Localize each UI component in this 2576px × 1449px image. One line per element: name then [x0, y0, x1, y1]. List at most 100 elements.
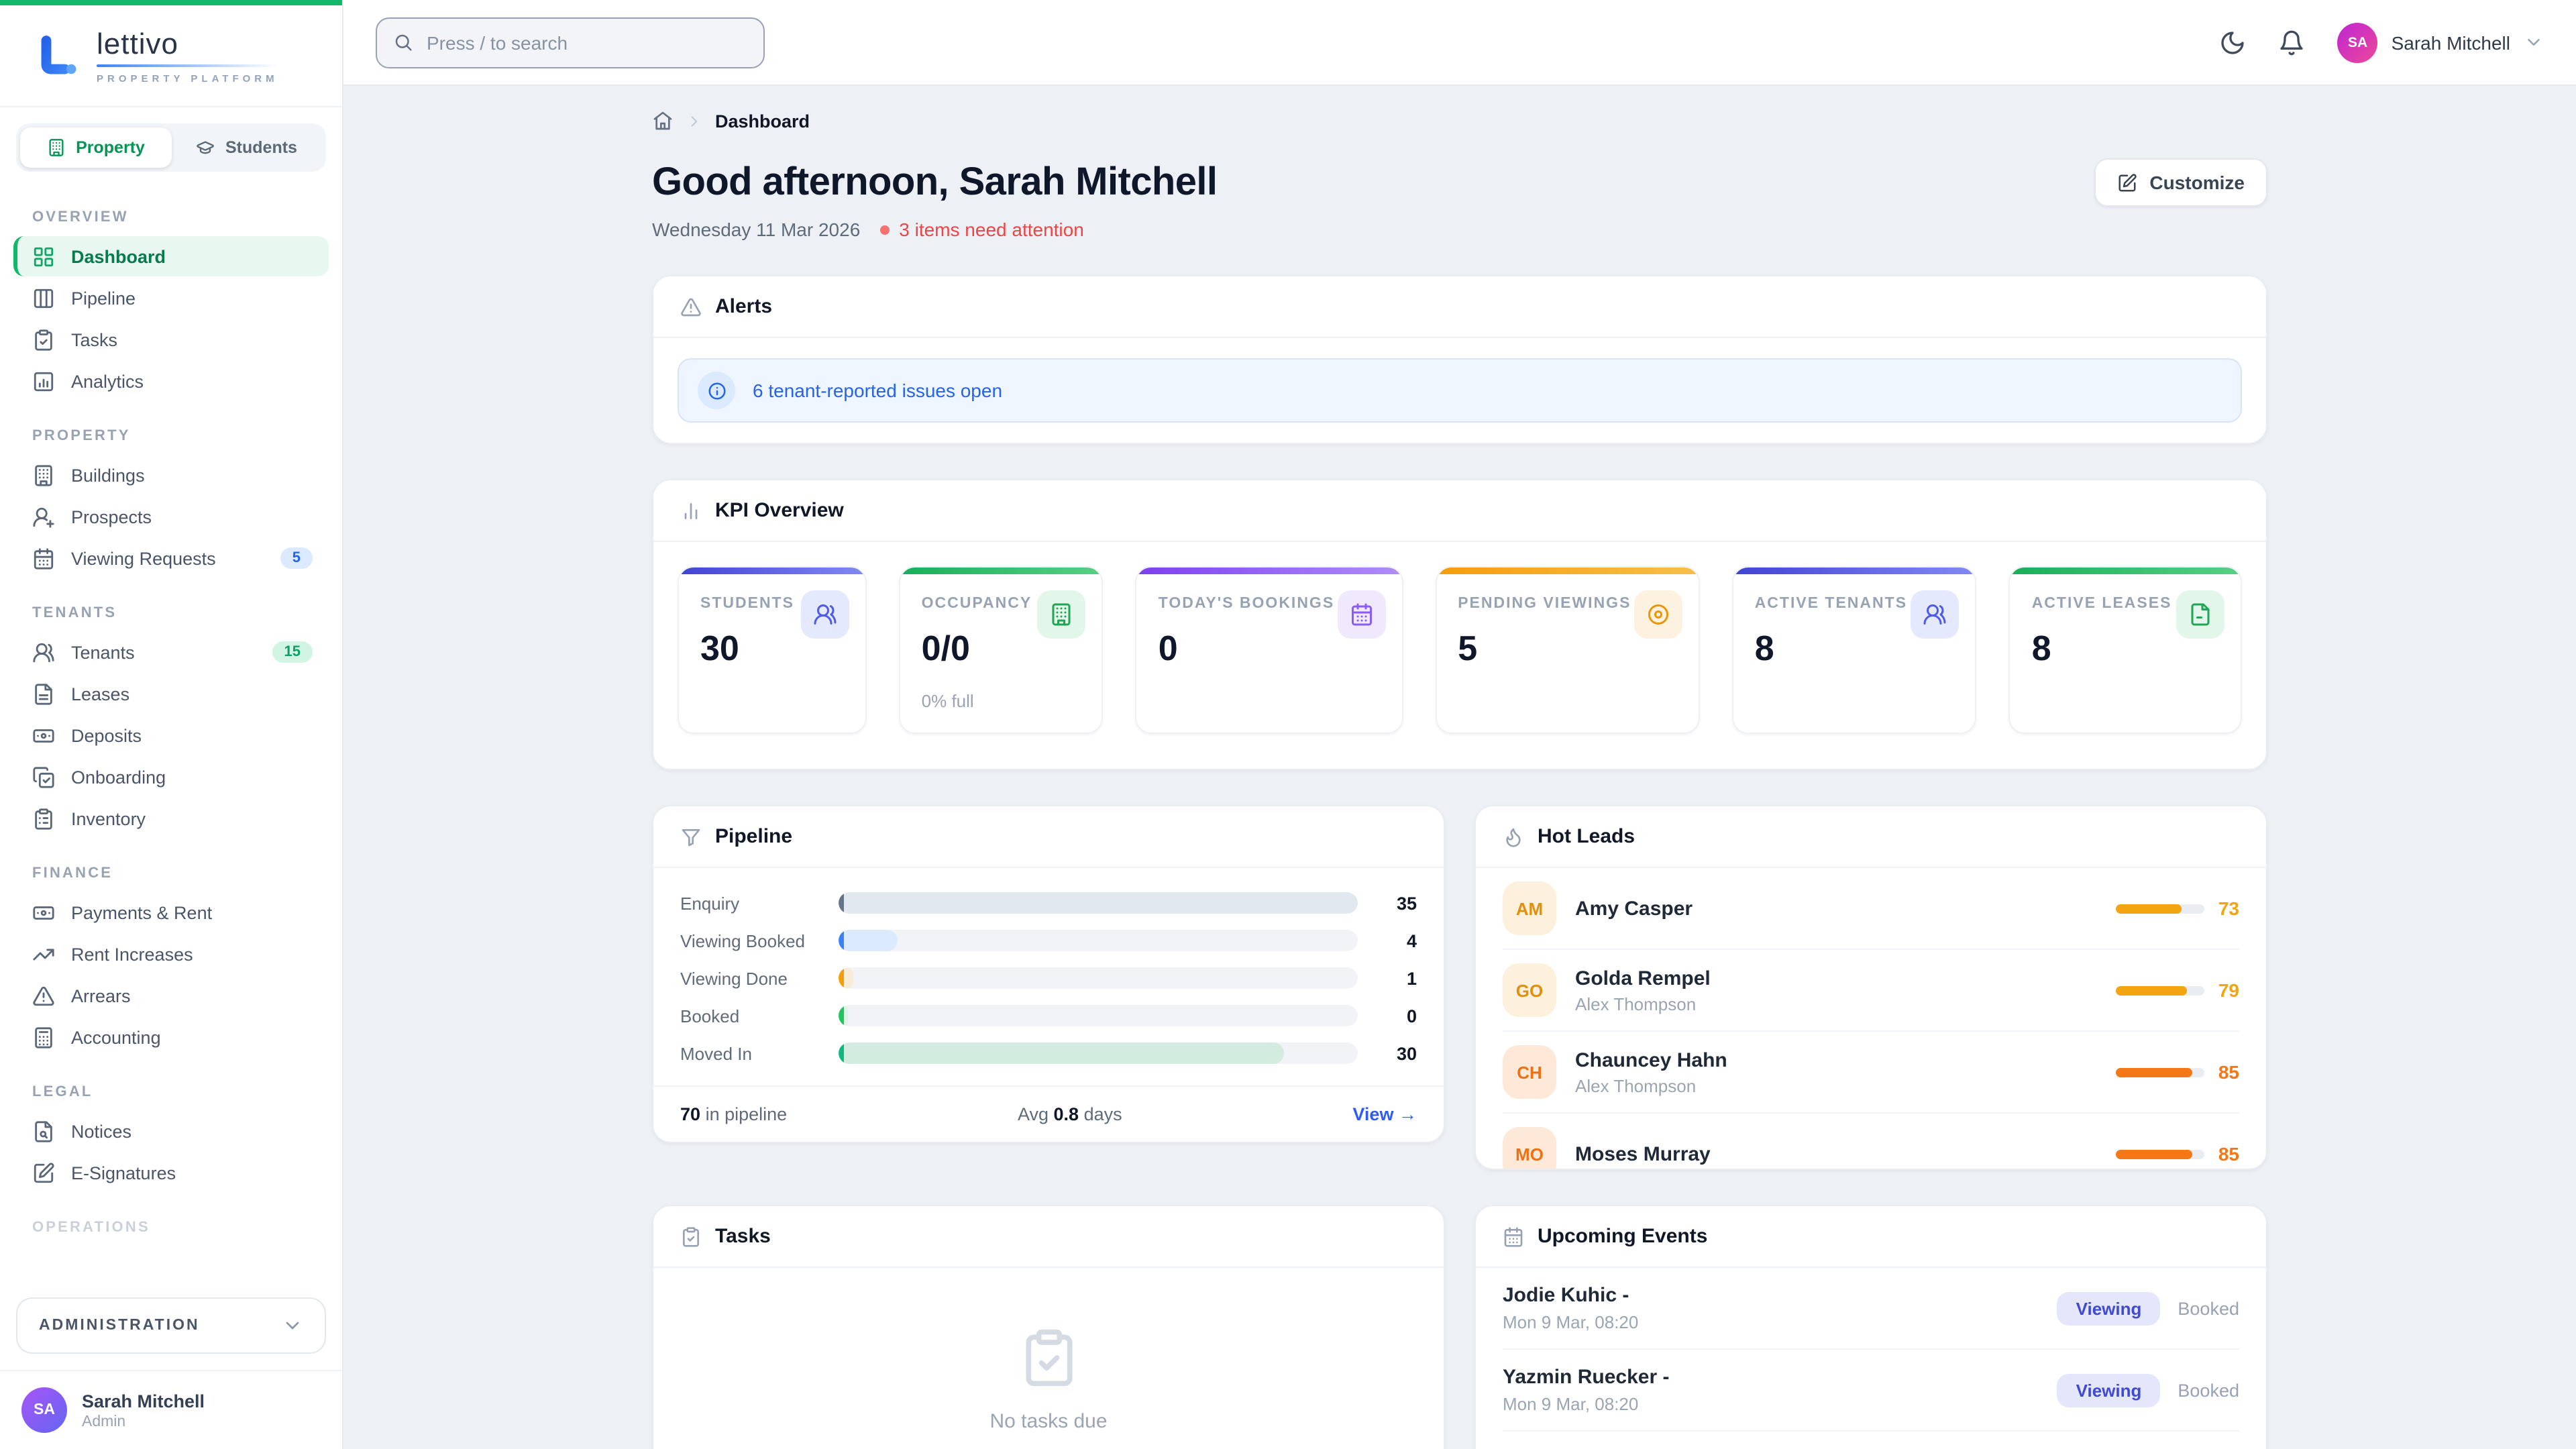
alert-banner[interactable]: 6 tenant-reported issues open: [678, 358, 2242, 423]
lead-avatar: AM: [1503, 881, 1556, 935]
kpi-label: TODAY'S BOOKINGS: [1158, 596, 1335, 612]
pipeline-stage-label: Viewing Done: [680, 968, 788, 988]
bar-chart-icon: [680, 500, 702, 521]
administration-label: ADMINISTRATION: [39, 1318, 200, 1334]
kpi-value: 30: [700, 628, 739, 668]
sidebar-item-label: Onboarding: [71, 767, 166, 787]
lead-name: Amy Casper: [1575, 897, 1693, 920]
event-row[interactable]: Yazmin Ruecker - Mon 9 Mar, 08:20 Viewin…: [1503, 1350, 2239, 1432]
chevron-down-icon: [2524, 32, 2544, 52]
lettivo-logo-icon: [41, 35, 76, 74]
sidebar-item-label: Notices: [71, 1121, 132, 1141]
sidebar-item-viewing-requests[interactable]: Viewing Requests 5: [13, 538, 329, 578]
administration-button[interactable]: ADMINISTRATION: [16, 1297, 326, 1354]
pen-square-icon: [32, 1161, 55, 1184]
sidebar-item-rent-increases[interactable]: Rent Increases: [13, 934, 329, 974]
pipeline-title: Pipeline: [715, 825, 793, 848]
sidebar-item-pipeline[interactable]: Pipeline: [13, 278, 329, 318]
sidebar-item-prospects[interactable]: Prospects: [13, 496, 329, 537]
toggle-property-label: Property: [76, 138, 145, 157]
lead-score-bar: [2116, 1067, 2205, 1077]
pipeline-stage-value: 4: [1406, 930, 1417, 951]
search-box[interactable]: [376, 17, 765, 68]
pipeline-stage-label: Enquiry: [680, 893, 740, 913]
home-icon[interactable]: [652, 110, 674, 131]
sidebar-nav: OVERVIEW Dashboard Pipeline Tasks Analyt…: [0, 174, 342, 1287]
kpi-icon-chip: [1911, 590, 1960, 639]
search-input[interactable]: [427, 32, 747, 53]
pipeline-stage-value: 1: [1406, 968, 1417, 988]
hot-lead-row[interactable]: MO Moses Murray 85: [1503, 1114, 2239, 1169]
sidebar-item-accounting[interactable]: Accounting: [13, 1017, 329, 1057]
pipeline-stage-bar: [839, 930, 1358, 951]
toggle-students[interactable]: Students: [171, 127, 322, 168]
pipeline-stage-label: Viewing Booked: [680, 930, 805, 951]
clipboard-check-icon: [680, 1226, 702, 1247]
chevron-down-icon: [282, 1315, 303, 1336]
avatar: SA: [21, 1387, 67, 1433]
sidebar-item-label: Deposits: [71, 725, 142, 745]
kpi-value: 0/0: [921, 628, 970, 668]
dark-mode-moon-icon[interactable]: [2220, 29, 2247, 56]
sidebar-item-label: Buildings: [71, 465, 145, 485]
user-menu[interactable]: SA Sarah Mitchell: [2337, 22, 2544, 62]
attention-text: 3 items need attention: [899, 219, 1084, 240]
pipeline-stage-bar: [839, 1005, 1358, 1026]
kpi-value: 5: [1458, 628, 1478, 668]
customize-button[interactable]: Customize: [2094, 158, 2267, 207]
toggle-property[interactable]: Property: [20, 127, 171, 168]
users-icon: [1923, 602, 1947, 627]
pipeline-stage-row: Viewing Booked 4: [680, 930, 1417, 951]
sidebar-item-label: Rent Increases: [71, 944, 193, 964]
tasks-empty-state: No tasks due: [653, 1268, 1444, 1433]
pipeline-view-link[interactable]: View →: [1352, 1104, 1417, 1124]
sidebar-item-label: Dashboard: [71, 246, 166, 266]
info-icon: [698, 372, 735, 409]
clipboard-check-icon: [32, 328, 55, 351]
flame-icon: [1503, 826, 1524, 847]
workspace-toggle: Property Students: [16, 123, 326, 172]
avatar: SA: [2337, 22, 2378, 62]
sidebar-item-payments-rent[interactable]: Payments & Rent: [13, 892, 329, 932]
graduation-cap-icon: [196, 138, 215, 157]
pipeline-average: Avg 0.8 days: [1017, 1104, 1122, 1124]
event-status: Booked: [2178, 1298, 2239, 1318]
hot-lead-row[interactable]: AM Amy Casper 73: [1503, 868, 2239, 950]
sidebar-item-label: Leases: [71, 684, 130, 704]
event-name: Yazmin Ruecker -: [1503, 1366, 1670, 1389]
tasks-empty-text: No tasks due: [989, 1410, 1108, 1433]
sidebar-item-deposits[interactable]: Deposits: [13, 715, 329, 755]
sidebar-item-dashboard[interactable]: Dashboard: [13, 236, 329, 276]
lead-name: Golda Rempel: [1575, 967, 1711, 989]
sidebar-item-inventory[interactable]: Inventory: [13, 798, 329, 839]
sidebar-item-onboarding[interactable]: Onboarding: [13, 757, 329, 797]
file-search-icon: [32, 1120, 55, 1142]
pipeline-stage-value: 35: [1396, 893, 1417, 913]
kpi-label: STUDENTS: [700, 596, 794, 612]
sidebar-item-analytics[interactable]: Analytics: [13, 361, 329, 401]
kpi-label: ACTIVE TENANTS: [1754, 596, 1908, 612]
sidebar-item-notices[interactable]: Notices: [13, 1111, 329, 1151]
sidebar-item-e-signatures[interactable]: E-Signatures: [13, 1152, 329, 1193]
kpi-tile-active-leases: ACTIVE LEASES 8: [2008, 566, 2242, 734]
logo[interactable]: lettivo PROPERTY PLATFORM: [0, 5, 342, 107]
sidebar-item-tasks[interactable]: Tasks: [13, 319, 329, 360]
event-row[interactable]: Jodie Kuhic - Mon 9 Mar, 08:20 Viewing B…: [1503, 1268, 2239, 1350]
circle-dot-icon: [1646, 602, 1670, 627]
kpi-tile-students: STUDENTS 30: [678, 566, 867, 734]
sidebar-user[interactable]: SA Sarah Mitchell Admin: [0, 1370, 342, 1449]
notifications-bell-icon[interactable]: [2279, 29, 2306, 56]
user-name: Sarah Mitchell: [82, 1391, 205, 1411]
sidebar-item-arrears[interactable]: Arrears: [13, 975, 329, 1016]
lead-name: Chauncey Hahn: [1575, 1049, 1727, 1071]
sidebar-item-leases[interactable]: Leases: [13, 674, 329, 714]
sidebar-item-tenants[interactable]: Tenants 15: [13, 632, 329, 672]
sidebar-item-label: Tasks: [71, 329, 118, 350]
sidebar-item-label: Viewing Requests: [71, 548, 216, 568]
hot-lead-row[interactable]: GO Golda Rempel Alex Thompson 79: [1503, 950, 2239, 1032]
event-type-badge: Viewing: [2057, 1291, 2161, 1325]
hot-lead-row[interactable]: CH Chauncey Hahn Alex Thompson 85: [1503, 1032, 2239, 1114]
event-row[interactable]: Bryana Hoppe - Mon 9 Mar, 08:20 Viewing …: [1503, 1432, 2239, 1449]
sidebar-item-buildings[interactable]: Buildings: [13, 455, 329, 495]
date-text: Wednesday 11 Mar 2026: [652, 219, 861, 240]
